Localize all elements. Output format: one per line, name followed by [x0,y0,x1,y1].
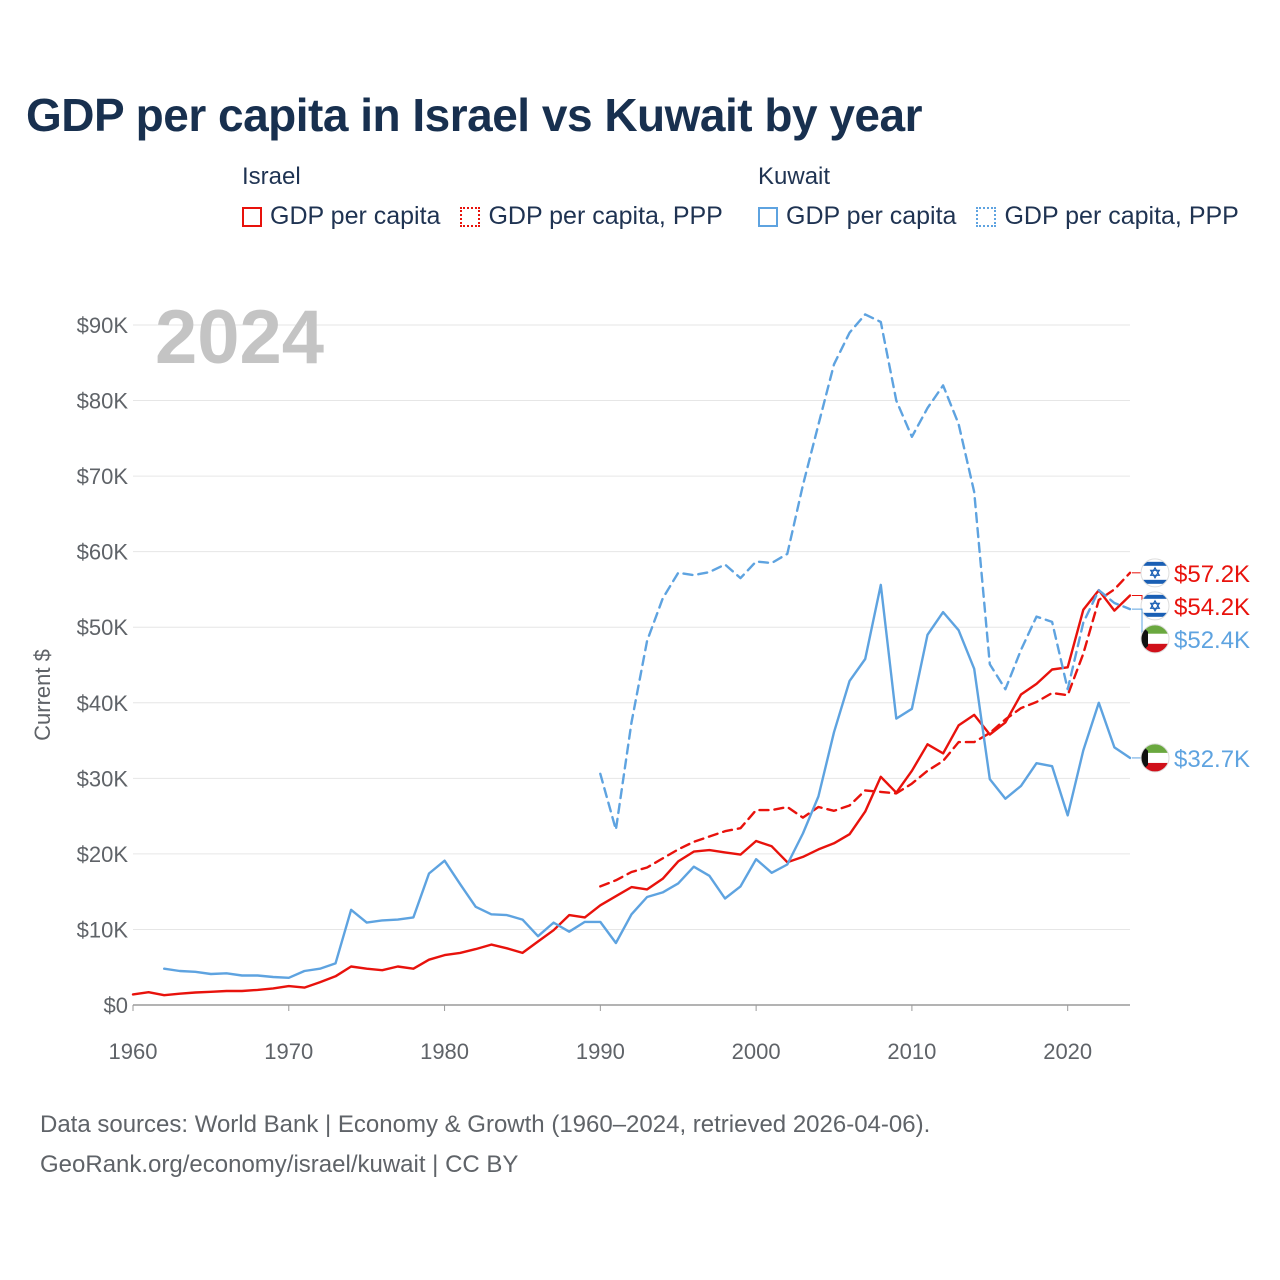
israel-flag-icon [1141,558,1169,587]
legend-israel-gdp-ppp[interactable]: GDP per capita, PPP [460,202,723,231]
grid-lines [133,324,1130,1006]
chart-title: GDP per capita in Israel vs Kuwait by ye… [26,89,923,141]
series-line-israel-gdp-per-capita-ppp[interactable] [599,571,1132,888]
attribution-link[interactable]: GeoRank.org/economy/israel/kuwait | CC B… [40,1151,519,1178]
end-label-connector [1132,608,1143,639]
y-tick-label: $60K [77,540,129,565]
x-tick-label: 2010 [887,1039,936,1064]
series-line-israel-gdp-per-capita[interactable] [131,589,1132,997]
series-line-kuwait-gdp-per-capita-ppp[interactable] [599,313,1132,831]
legend-swatch-dotted-blue [976,206,997,227]
x-tick-labels: 1960 1970 1980 1990 2000 2010 2020 [109,1005,1092,1064]
end-value-label: $32.7K [1174,746,1250,773]
end-value-label: $52.4K [1174,627,1250,654]
y-tick-label: $80K [77,389,129,414]
legend-israel: Israel GDP per capita GDP per capita, PP… [242,160,743,231]
israel-flag-icon [1141,591,1169,620]
x-tick-label: 1990 [576,1039,625,1064]
x-tick-label: 2020 [1043,1039,1092,1064]
flag-border [1140,624,1170,654]
y-tick-label: $40K [77,691,129,716]
kuwait-flag-icon [1141,743,1169,772]
y-tick-labels: $0 $10K $20K $30K $40K $50K $60K $70K $80K $90K [77,313,129,1018]
legend-israel-gdp-label: GDP per capita [270,202,441,230]
y-tick-label: $10K [77,917,129,942]
y-tick-label: $70K [77,464,129,489]
legend-kuwait-gdp[interactable]: GDP per capita [758,202,956,231]
year-watermark: 2024 [155,295,324,380]
legend-israel-gdp[interactable]: GDP per capita [242,202,440,231]
flag-border [1140,743,1170,773]
kuwait-flag-icon [1141,624,1169,653]
flag-border [1140,558,1170,588]
legend-kuwait: Kuwait GDP per capita GDP per capita, PP… [758,160,1259,231]
flag-border [1140,591,1170,621]
y-tick-label: $90K [77,313,129,338]
legend-kuwait-gdp-ppp-label: GDP per capita, PPP [1004,202,1239,230]
end-label-connector [1132,594,1143,606]
y-tick-label: $0 [104,993,128,1018]
footer: Data sources: World Bank | Economy & Gro… [40,1105,930,1185]
legend-kuwait-gdp-label: GDP per capita [786,202,957,230]
end-value-label: $57.2K [1174,561,1250,588]
data-source-note: Data sources: World Bank | Economy & Gro… [40,1111,931,1138]
y-tick-label: $30K [77,766,129,791]
legend-swatch-solid-red [242,206,262,227]
legend-swatch-solid-blue [758,206,778,227]
legend-kuwait-title: Kuwait [758,163,831,190]
x-tick-label: 1980 [420,1039,469,1064]
end-value-label: $54.2K [1174,594,1250,621]
legend-israel-title: Israel [242,163,301,190]
legend-swatch-dotted-red [460,206,481,227]
y-tick-label: $20K [77,842,129,867]
y-tick-label: $50K [77,615,129,640]
x-tick-label: 1960 [109,1039,158,1064]
legend-israel-gdp-ppp-label: GDP per capita, PPP [488,202,723,230]
y-axis-label: Current $ [30,649,55,741]
x-tick-label: 2000 [732,1039,781,1064]
line-chart: $0 $10K $20K $30K $40K $50K $60K $70K $80K $90K 1… [30,295,1250,1064]
legend-kuwait-gdp-ppp[interactable]: GDP per capita, PPP [976,202,1239,231]
end-labels: $57.2K $54.2K $52.4K $32.7K [1132,558,1250,773]
series-line-kuwait-gdp-per-capita[interactable] [162,583,1132,979]
series-lines [131,313,1132,997]
x-tick-label: 1970 [264,1039,313,1064]
